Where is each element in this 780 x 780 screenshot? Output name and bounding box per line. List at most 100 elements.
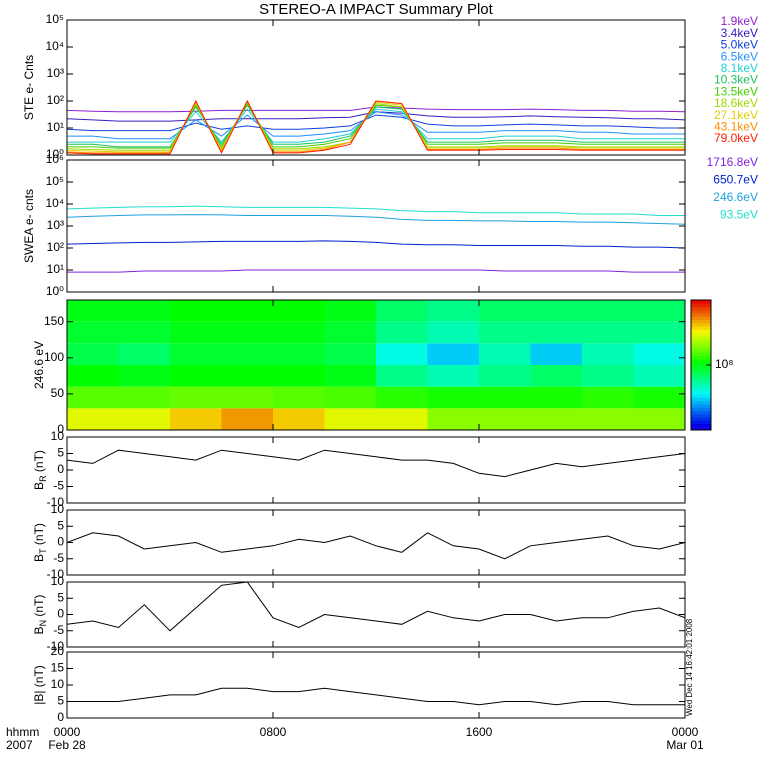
heat-cell: [582, 343, 634, 365]
y-tick-label: 10¹: [47, 120, 64, 134]
data-line: [67, 99, 685, 155]
y-tick-label: -10: [47, 495, 65, 509]
legend-entry: 650.7eV: [713, 173, 758, 187]
y-tick-label: -10: [47, 639, 65, 653]
heat-cell: [324, 300, 376, 322]
heat-cell: [376, 365, 428, 387]
x-tick-label: 1600: [466, 725, 493, 739]
heat-cell: [324, 386, 376, 409]
data-line: [67, 582, 685, 632]
colorbar-step: [691, 407, 711, 411]
colorbar-step: [691, 352, 711, 356]
panel-frame: [66, 19, 686, 156]
legend-entry: 3.4keV: [721, 26, 758, 40]
heat-cell: [530, 408, 582, 430]
colorbar-step: [691, 404, 711, 408]
heat-cell: [376, 300, 428, 322]
colorbar-step: [691, 348, 711, 353]
colorbar-step: [691, 358, 711, 363]
heat-cell: [479, 386, 531, 409]
colorbar-step: [691, 371, 711, 376]
data-line: [67, 214, 685, 225]
y-axis-label: BR (nT): [32, 450, 48, 490]
y-tick-label: 50: [51, 386, 65, 400]
colorbar-step: [691, 426, 711, 431]
colorbar-step: [691, 420, 711, 424]
plot-area: [67, 99, 685, 155]
y-tick-label: 15: [51, 661, 65, 675]
heat-cell: [67, 300, 119, 322]
heat-cell: [324, 343, 376, 365]
colorbar-step: [691, 423, 711, 428]
legend-entry: 18.6keV: [714, 96, 758, 110]
timestamp: Wed Dec 14 16:42:01 2008: [685, 618, 694, 716]
heat-cell: [118, 408, 170, 430]
legend-entry: 6.5keV: [721, 49, 758, 63]
heat-cell: [582, 386, 634, 409]
y-tick-label: 10³: [47, 66, 64, 80]
heat-cell: [221, 300, 273, 322]
heat-cell: [221, 386, 273, 409]
colorbar-step: [691, 303, 711, 307]
colorbar-step: [691, 400, 711, 405]
plot-area: [67, 449, 685, 478]
y-tick-label: 150: [44, 314, 64, 328]
y-axis-label-sub: T: [38, 548, 48, 554]
legend-entry: 93.5eV: [720, 208, 758, 222]
x-tick-label: 0800: [260, 725, 287, 739]
y-axis-label: |B| (nT): [32, 665, 46, 705]
heat-cell: [582, 321, 634, 344]
colorbar-step: [691, 316, 711, 320]
heat-cell: [67, 365, 119, 387]
colorbar-step: [691, 378, 711, 382]
heat-cell: [118, 386, 170, 409]
heat-cell: [530, 386, 582, 409]
heat-cell: [479, 365, 531, 387]
heat-cell: [170, 365, 222, 387]
heat-cell: [67, 343, 119, 365]
colorbar-step: [691, 368, 711, 372]
heat-cell: [633, 300, 685, 322]
colorbar-step: [691, 387, 711, 392]
heat-cell: [427, 300, 479, 322]
legend-entry: 43.1keV: [714, 119, 758, 133]
data-line: [67, 205, 685, 216]
heat-cell: [530, 321, 582, 344]
colorbar-step: [691, 394, 711, 398]
data-line: [67, 104, 685, 148]
colorbar-step: [691, 384, 711, 389]
legend-entry: 79.0keV: [714, 131, 758, 145]
y-tick-label: 10⁶: [46, 152, 64, 166]
heat-cell: [273, 408, 325, 430]
data-line: [67, 532, 685, 560]
heat-cell: [427, 365, 479, 387]
heat-cell: [221, 365, 273, 387]
y-tick-label: -5: [53, 479, 64, 493]
heat-cell: [427, 408, 479, 430]
colorbar-step: [691, 332, 711, 337]
heat-cell: [221, 343, 273, 365]
y-tick-label: 5: [57, 590, 64, 604]
legend-entry: 13.5keV: [714, 84, 758, 98]
legend-entry: 5.0keV: [721, 38, 758, 52]
heat-cell: [530, 365, 582, 387]
data-line: [67, 240, 685, 249]
heat-cell: [582, 365, 634, 387]
colorbar-step: [691, 339, 711, 343]
heat-cell: [170, 386, 222, 409]
colorbar-step: [691, 413, 711, 418]
colorbar-step: [691, 335, 711, 340]
data-line: [67, 687, 685, 706]
heat-cell: [479, 408, 531, 430]
y-axis-label: 246.6 eV: [32, 341, 46, 389]
y-tick-label: 0: [57, 607, 64, 621]
heat-cell: [530, 343, 582, 365]
data-line: [67, 269, 685, 273]
plot-area: [67, 300, 685, 430]
y-tick-label: 10⁴: [45, 39, 64, 53]
heat-cell: [273, 365, 325, 387]
heat-cell: [633, 321, 685, 344]
corner-label: 2007: [6, 738, 33, 752]
colorbar-step: [691, 391, 711, 395]
